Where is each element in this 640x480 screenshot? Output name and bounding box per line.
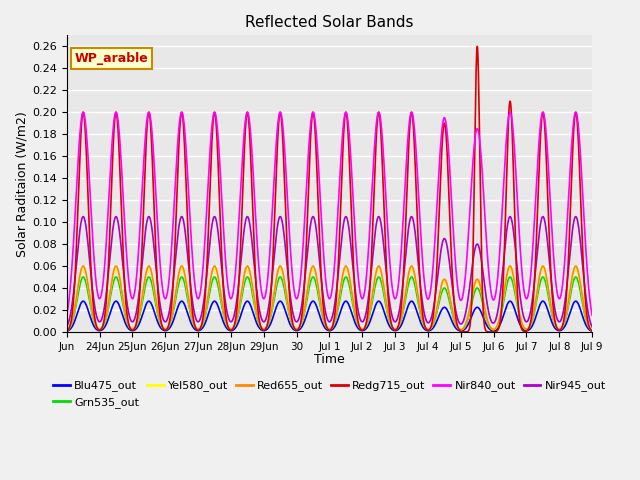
Y-axis label: Solar Raditaion (W/m2): Solar Raditaion (W/m2) — [15, 111, 28, 256]
Title: Reflected Solar Bands: Reflected Solar Bands — [245, 15, 413, 30]
X-axis label: Time: Time — [314, 353, 345, 366]
Legend: Blu475_out, Grn535_out, Yel580_out, Red655_out, Redg715_out, Nir840_out, Nir945_: Blu475_out, Grn535_out, Yel580_out, Red6… — [49, 376, 611, 412]
Text: WP_arable: WP_arable — [75, 52, 148, 65]
